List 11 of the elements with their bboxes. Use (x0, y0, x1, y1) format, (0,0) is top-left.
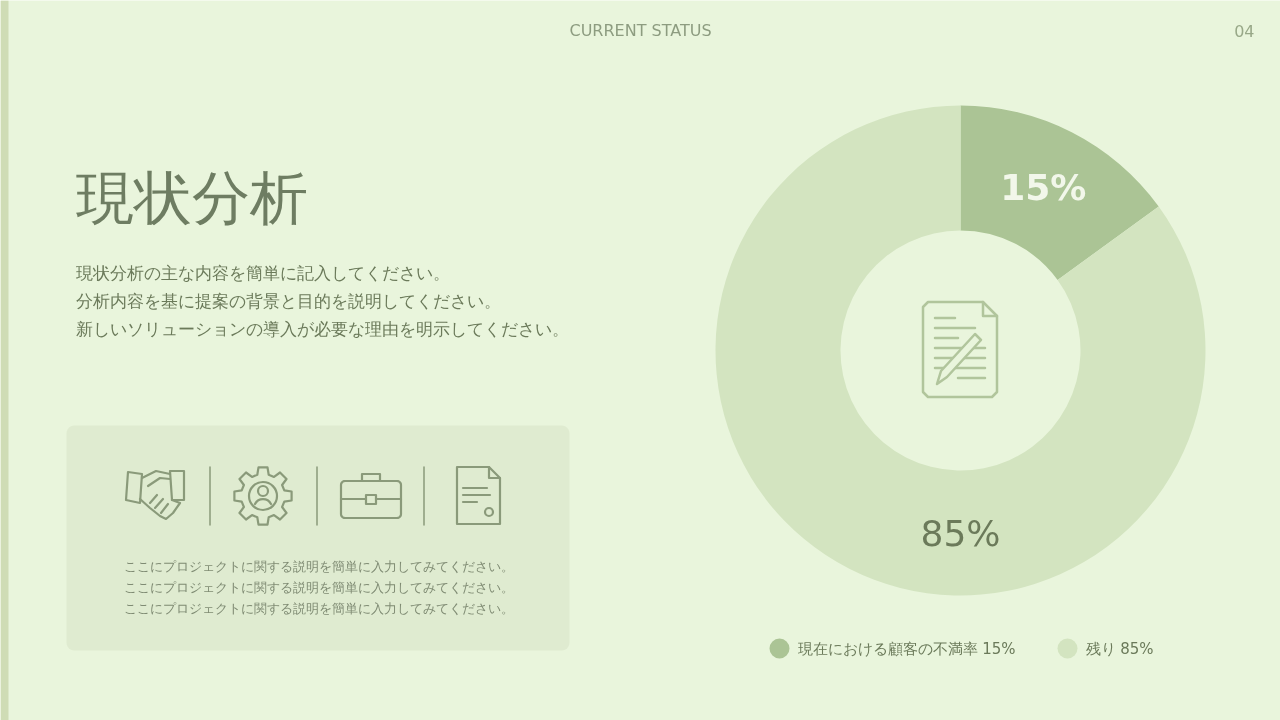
text: ここにプロジェクトに関する説明を簡単に入力してみてください。 (123, 601, 514, 616)
text: CURRENT STATUS (569, 21, 712, 40)
text: 04 (1234, 21, 1255, 41)
text: 現状分析の主な内容を簡単に記入してください。分析内容を基に提案の背景と目的を説明してください。新しいソリューションの導入が必要な理由を明示してください。 (75, 262, 569, 339)
legend-label: 残り 85% (1085, 639, 1154, 658)
data-label: 85% (920, 512, 1001, 554)
text: ここにプロジェクトに関する説明を簡単に入力してみてください。 (123, 580, 514, 595)
text: ここにプロジェクトに関する説明を簡単に入力してみてください。 (123, 559, 514, 574)
legend-label: 現在における顧客の不満率 15% (797, 639, 1016, 658)
text: 現状分析 (75, 163, 308, 232)
data-label: 15% (1000, 167, 1087, 209)
